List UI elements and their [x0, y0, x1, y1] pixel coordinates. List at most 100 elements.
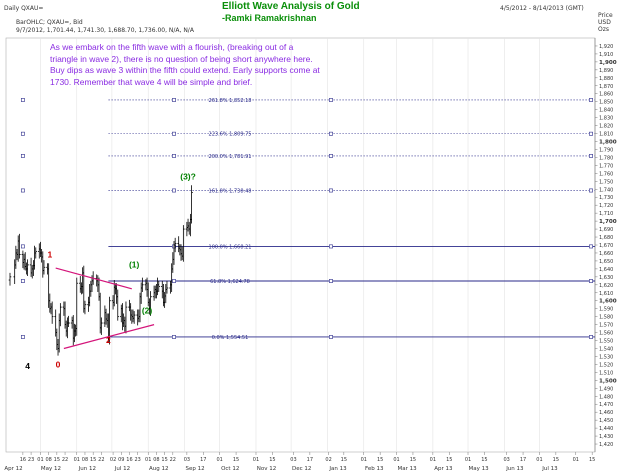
axis-title-price: Price — [598, 12, 613, 19]
fib-anchor-marker — [20, 98, 25, 102]
fib-level-label: 0.0% 1,554.51 — [212, 335, 249, 341]
price-tick-label: 1,700 — [599, 219, 617, 225]
fib-anchor-marker — [589, 279, 593, 283]
fib-anchor-marker — [172, 335, 176, 339]
time-day-label: 16 — [126, 457, 132, 463]
time-day-label: 15 — [410, 457, 416, 463]
time-month-label: Sep 12 — [186, 466, 205, 472]
time-month-label: Aug 12 — [149, 466, 169, 472]
price-tick-label: 1,460 — [599, 410, 613, 416]
time-day-label: 15 — [233, 457, 239, 463]
time-day-label: 15 — [446, 457, 452, 463]
price-tick-label: 1,630 — [599, 275, 613, 281]
price-tick-label: 1,420 — [599, 442, 613, 448]
time-day-label: 01 — [145, 457, 151, 463]
time-day-label: 22 — [62, 457, 68, 463]
fib-anchor-marker — [172, 188, 176, 193]
price-tick-label: 1,570 — [599, 323, 613, 329]
time-day-label: 01 — [430, 457, 436, 463]
time-day-label: 15 — [269, 457, 275, 463]
price-tick-label: 1,620 — [599, 283, 613, 289]
analysis-note: As we embark on the fifth wave with a fl… — [50, 42, 320, 87]
time-day-label: 15 — [481, 457, 487, 463]
price-tick-label: 1,710 — [599, 211, 613, 217]
price-tick-label: 1,850 — [599, 100, 613, 106]
price-tick-label: 1,910 — [599, 52, 613, 58]
time-day-label: 16 — [20, 457, 26, 463]
time-day-label: 08 — [153, 457, 159, 463]
fib-anchor-marker — [20, 154, 25, 158]
triangle-trend-line — [63, 324, 155, 350]
time-month-label: Nov 12 — [257, 466, 276, 472]
time-month-label: Feb 13 — [365, 466, 384, 472]
time-day-label: 15 — [90, 457, 96, 463]
price-tick-label: 1,480 — [599, 394, 613, 400]
time-day-label: 23 — [28, 457, 34, 463]
price-tick-label: 1,820 — [599, 124, 613, 130]
price-tick-label: 1,580 — [599, 315, 613, 321]
time-day-label: 15 — [161, 457, 167, 463]
price-tick-label: 1,490 — [599, 386, 613, 392]
time-month-label: Dec 12 — [292, 466, 311, 472]
price-tick-label: 1,470 — [599, 402, 613, 408]
time-day-label: 03 — [503, 457, 509, 463]
price-tick-label: 1,680 — [599, 235, 613, 241]
time-day-label: 09 — [118, 457, 124, 463]
fib-anchor-marker — [329, 335, 333, 339]
price-tick-label: 1,690 — [599, 227, 613, 233]
price-tick-label: 1,500 — [599, 378, 617, 384]
price-tick-label: 1,640 — [599, 267, 613, 273]
time-day-label: 08 — [45, 457, 51, 463]
time-day-label: 01 — [536, 457, 542, 463]
time-day-label: 15 — [54, 457, 60, 463]
price-tick-label: 1,540 — [599, 347, 613, 353]
fib-anchor-marker — [589, 98, 593, 102]
fib-anchor-marker — [329, 131, 333, 136]
price-tick-label: 1,530 — [599, 354, 613, 360]
fib-level-label: 161.8% 1,738.48 — [209, 188, 252, 194]
price-tick-label: 1,810 — [599, 132, 613, 138]
price-tick-label: 1,900 — [599, 60, 617, 66]
wave-label: (1) — [129, 259, 140, 269]
price-tick-label: 1,520 — [599, 362, 613, 368]
triangle-trend-line — [55, 267, 132, 290]
price-tick-label: 1,510 — [599, 370, 613, 376]
time-day-label: 22 — [98, 457, 104, 463]
time-day-label: 03 — [184, 457, 190, 463]
fib-level-label: 61.8% 1,624.78 — [210, 279, 250, 285]
wave-label: 2 — [106, 335, 111, 345]
wave-label: (2) — [142, 305, 153, 315]
fib-anchor-marker — [20, 244, 25, 249]
fib-level-label: 100.0% 1,668.21 — [209, 244, 252, 250]
time-day-label: 01 — [465, 457, 471, 463]
price-tick-label: 1,870 — [599, 84, 613, 90]
chart-title: Elliott Wave Analysis of Gold — [222, 1, 360, 12]
fib-anchor-marker — [172, 98, 176, 102]
price-tick-label: 1,770 — [599, 163, 613, 169]
price-tick-label: 1,830 — [599, 116, 613, 122]
price-tick-label: 1,660 — [599, 251, 613, 257]
axis-title-unit: Ozs — [598, 26, 609, 33]
price-tick-label: 1,750 — [599, 179, 613, 185]
price-tick-label: 1,730 — [599, 195, 613, 201]
fib-anchor-marker — [20, 188, 25, 193]
time-month-label: Apr 13 — [434, 466, 453, 472]
price-tick-label: 1,880 — [599, 76, 613, 82]
price-tick-label: 1,790 — [599, 147, 613, 153]
time-day-label: 01 — [74, 457, 80, 463]
fib-level-label: 261.8% 1,852.18 — [209, 98, 252, 104]
time-month-label: Jul 13 — [541, 466, 558, 472]
price-tick-label: 1,740 — [599, 187, 613, 193]
price-tick-label: 1,800 — [599, 140, 617, 146]
fib-anchor-marker — [172, 279, 176, 283]
plot-area — [5, 37, 596, 453]
price-tick-label: 1,440 — [599, 426, 613, 432]
time-day-label: 01 — [573, 457, 579, 463]
fib-anchor-marker — [589, 335, 593, 339]
time-day-label: 01 — [216, 457, 222, 463]
time-month-label: Jul 12 — [114, 466, 130, 472]
price-tick-label: 1,860 — [599, 92, 613, 98]
fib-anchor-marker — [20, 335, 25, 339]
